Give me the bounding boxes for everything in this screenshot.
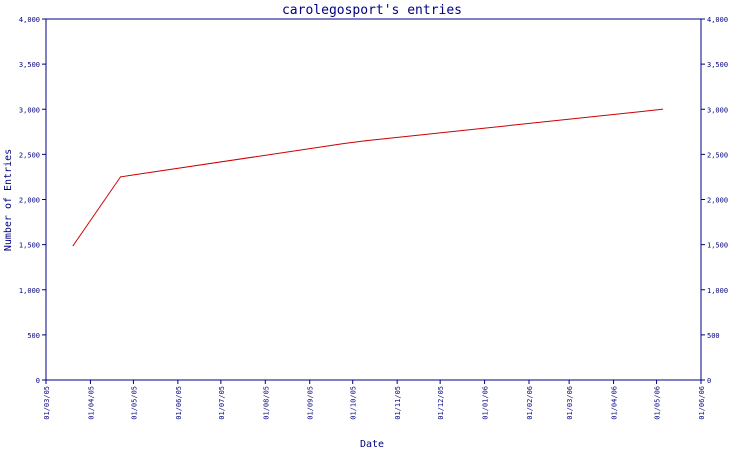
x-axis: 01/03/05 01/04/05 01/05/05 01/06/05 01/07/05… [43,380,706,420]
plot-frame [45,18,702,381]
y-tick-label-left: 1,000 [19,287,40,295]
x-tick-label: 01/04/06 [611,386,619,420]
y-tick-label-right: 0 [707,377,711,385]
y-tick-label-left: 3,500 [19,61,40,69]
y-tick-label-left: 500 [27,332,40,340]
x-tick-label: 01/05/06 [654,386,662,420]
data-point [365,140,367,142]
x-tick-label: 01/09/05 [307,386,315,420]
x-tick-label: 01/01/06 [482,386,490,420]
x-tick-label: 01/07/05 [218,386,226,420]
x-tick-label: 01/08/05 [262,386,270,420]
y-tick-label-left: 2,500 [19,151,40,159]
data-point [119,176,122,178]
x-tick-label: 01/02/06 [526,386,534,420]
x-tick-label: 01/06/06 [698,386,706,420]
x-axis-label: Date [360,439,384,450]
series-line [72,108,663,246]
y-tick-label-left: 4,000 [19,16,40,24]
series-group [72,108,663,247]
y-tick-label-left: 2,000 [19,197,40,205]
data-point [72,244,74,247]
y-tick-label-right: 1,000 [707,287,728,295]
y-tick-label-right: 2,000 [707,197,728,205]
y-axis-label: Number of Entries [3,149,14,251]
x-tick-label: 01/11/05 [394,386,402,420]
y-tick-label-left: 0 [36,377,40,385]
y-tick-label-left: 1,500 [19,242,40,250]
y-tick-label-right: 2,500 [707,151,728,159]
y-tick-label-right: 1,500 [707,242,728,250]
chart-title: carolegosport's entries [282,3,462,18]
x-tick-label: 01/03/06 [566,386,574,420]
y-tick-label-left: 3,000 [19,106,40,114]
x-tick-label: 01/06/05 [175,386,183,420]
y-tick-label-right: 3,000 [707,106,728,114]
y-tick-label-right: 3,500 [707,61,728,69]
y-tick-label-right: 500 [707,332,720,340]
x-tick-label: 01/05/05 [130,386,138,420]
x-tick-label: 01/04/05 [87,386,95,420]
data-point [343,142,345,145]
data-point [661,108,663,110]
y-axis-right: 0 500 1,000 1,500 2,000 2,500 3,000 3,500 4,000 [701,16,728,385]
x-tick-label: 01/10/05 [350,386,358,420]
y-tick-label-right: 4,000 [707,16,728,24]
x-tick-label: 01/12/05 [437,386,445,420]
x-tick-label: 01/03/05 [43,386,51,420]
y-axis-left: 0 500 1,000 1,500 2,000 2,500 3,000 3,500 4,000 [19,16,46,385]
